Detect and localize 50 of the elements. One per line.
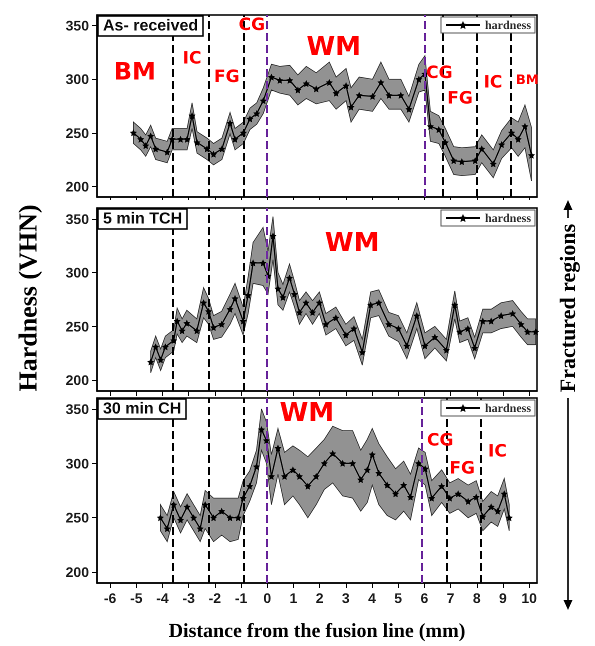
annotation: IC bbox=[484, 72, 502, 92]
x-tick-label: 0 bbox=[263, 590, 272, 606]
y-tick-label: 200 bbox=[66, 372, 90, 388]
y-axis-title: Hardness (VHN) bbox=[13, 204, 44, 392]
chart-title: 5 min TCH bbox=[103, 210, 182, 228]
y-tick-label: 300 bbox=[66, 264, 90, 281]
annotation: WM bbox=[306, 32, 361, 62]
x-tick-label: 6 bbox=[420, 590, 428, 606]
y-tick-label: 300 bbox=[66, 455, 90, 472]
y-tick-label: 200 bbox=[66, 178, 90, 194]
y-tick-label: 250 bbox=[66, 124, 90, 141]
y-tick-label: 350 bbox=[66, 18, 90, 34]
annotation: WM bbox=[324, 228, 380, 258]
legend-label: hardness bbox=[484, 18, 532, 32]
annotation: IC bbox=[488, 442, 507, 462]
legend-label: hardness bbox=[484, 211, 532, 225]
annotation: IC bbox=[182, 48, 202, 69]
y-tick-label: 300 bbox=[66, 71, 90, 88]
annotation: BM bbox=[114, 57, 156, 86]
x-tick-label: 7 bbox=[446, 590, 455, 606]
x-tick-label: -6 bbox=[104, 590, 117, 606]
x-tick-label: 10 bbox=[521, 590, 538, 606]
x-tick-label: 1 bbox=[290, 590, 298, 606]
y-tick-label: 250 bbox=[66, 510, 90, 526]
annotation: FG bbox=[449, 458, 475, 478]
y-tick-label: 200 bbox=[66, 564, 90, 580]
x-tick-label: 5 bbox=[394, 590, 402, 606]
legend-label: hardness bbox=[484, 401, 532, 415]
annotation: FG bbox=[447, 88, 473, 109]
annotation: WM bbox=[280, 398, 334, 428]
y-tick-label: 250 bbox=[66, 318, 90, 334]
x-tick-label: 3 bbox=[342, 590, 350, 606]
x-tick-label: -3 bbox=[182, 590, 196, 606]
y-tick-label: 350 bbox=[66, 210, 90, 227]
x-tick-label: -2 bbox=[208, 590, 222, 606]
x-tick-label: 4 bbox=[368, 590, 376, 606]
annotation: CG bbox=[426, 430, 454, 451]
chart-title: 30 min CH bbox=[103, 400, 182, 418]
x-axis-title: Distance from the fusion line (mm) bbox=[168, 620, 466, 642]
x-tick-label: 2 bbox=[316, 590, 324, 606]
x-tick-label: -5 bbox=[130, 590, 143, 606]
y-tick-label: 350 bbox=[66, 400, 90, 417]
annotation: FG bbox=[214, 66, 240, 87]
x-tick-label: -1 bbox=[234, 590, 248, 606]
annotation: CG bbox=[238, 15, 266, 36]
x-tick-label: -4 bbox=[156, 590, 169, 606]
text: Fractured regions bbox=[555, 224, 582, 392]
x-tick-label: 9 bbox=[499, 590, 508, 606]
x-tick-label: 8 bbox=[472, 590, 481, 606]
chart-title: As- received bbox=[103, 18, 198, 34]
